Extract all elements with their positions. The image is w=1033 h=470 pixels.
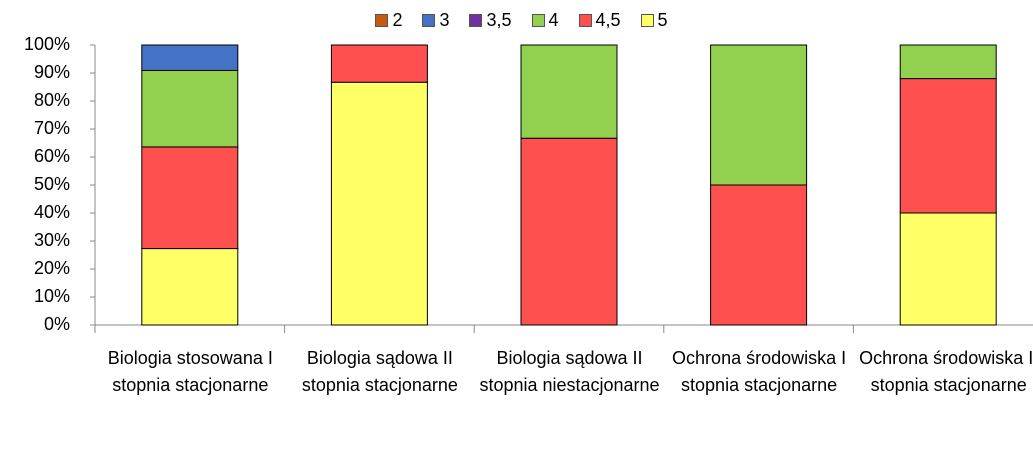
- legend-item: 4: [531, 10, 559, 31]
- legend-swatch: [375, 14, 389, 27]
- y-tick-label: 40%: [34, 202, 70, 222]
- legend-label: 4: [548, 10, 559, 30]
- legend-label: 5: [657, 10, 668, 30]
- legend-label: 4,5: [595, 10, 621, 30]
- legend-label: 3: [439, 10, 450, 30]
- y-tick-label: 50%: [34, 174, 70, 194]
- legend-swatch: [578, 14, 592, 27]
- bar-segment: [520, 44, 618, 139]
- legend-item: 3: [422, 10, 449, 31]
- legend-swatch: [422, 14, 436, 27]
- legend-label: 3,5: [486, 10, 512, 30]
- legend-label: 2: [392, 10, 403, 30]
- legend-item: 4,5: [578, 10, 621, 31]
- y-tick-label: 30%: [34, 230, 70, 250]
- y-tick-label: 80%: [34, 90, 70, 110]
- bar-segment: [520, 137, 618, 326]
- y-tick-label: 100%: [24, 34, 70, 54]
- y-tick-label: 10%: [34, 286, 70, 306]
- x-tick-label: Biologia stosowana I stopnia stacjonarne: [107, 348, 273, 395]
- x-tick-label: Biologia sądowa II stopnia stacjonarne: [301, 348, 458, 395]
- x-tick-label: Biologia sądowa II stopnia niestacjonarn…: [479, 348, 660, 395]
- bar-segment: [141, 69, 239, 148]
- y-tick-label: 60%: [34, 146, 70, 166]
- y-tick-label: 20%: [34, 258, 70, 278]
- bar-segment: [899, 78, 997, 214]
- bar-segment: [330, 81, 428, 326]
- legend-swatch: [469, 14, 483, 27]
- x-tick-label: Ochrona środowiska II stopnia stacjonarn…: [859, 348, 1033, 395]
- legend-swatch: [531, 14, 545, 27]
- y-tick-label: 70%: [34, 118, 70, 138]
- bar-segment: [899, 44, 997, 80]
- legend: 2 3 3,5 4 4,5 5: [0, 10, 1033, 31]
- legend-item: 5: [640, 10, 668, 31]
- legend-swatch: [640, 14, 654, 27]
- legend-item: 3,5: [469, 10, 512, 31]
- bar-segment: [141, 146, 239, 250]
- bar-segment: [330, 44, 428, 83]
- bar-segment: [899, 212, 997, 326]
- bar-segment: [141, 44, 239, 71]
- bar-segment: [141, 248, 239, 326]
- y-tick-label: 90%: [34, 62, 70, 82]
- bar-segment: [710, 184, 808, 326]
- y-tick-label: 0%: [44, 314, 70, 334]
- x-tick-label: Ochrona środowiska I stopnia stacjonarne: [672, 348, 847, 395]
- legend-item: 2: [375, 10, 402, 31]
- bar-segment: [710, 44, 808, 186]
